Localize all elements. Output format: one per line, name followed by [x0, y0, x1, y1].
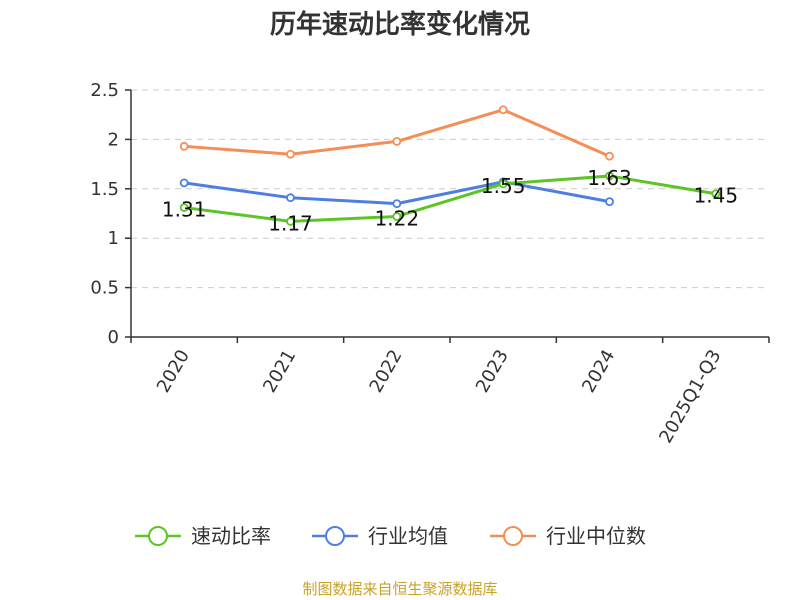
legend-item[interactable]: 速动比率 [135, 524, 271, 548]
y-tick-label: 0.5 [90, 278, 119, 299]
legend-item[interactable]: 行业均值 [312, 524, 448, 548]
grid-layer [131, 89, 769, 289]
data-point[interactable] [605, 151, 614, 161]
data-point[interactable] [286, 217, 295, 226]
series-layer [179, 105, 721, 226]
data-point[interactable] [605, 171, 614, 181]
x-tick-label: 2023 [472, 346, 513, 396]
x-tick-label: 2022 [366, 346, 407, 396]
data-label: 1.45 [694, 184, 739, 208]
data-point[interactable] [498, 179, 508, 189]
x-tick-label: 2020 [153, 346, 194, 396]
legend-marker-icon [503, 526, 523, 546]
legend-label: 行业均值 [368, 524, 448, 548]
data-point[interactable] [392, 199, 402, 209]
data-point[interactable] [286, 193, 295, 203]
data-point[interactable] [392, 136, 402, 146]
data-label: 1.55 [481, 174, 526, 198]
y-tick-label: 2 [108, 129, 119, 150]
data-label-layer: 1.31 1.17 1.22 1.55 1.63 1.45 [162, 166, 738, 235]
chart-title: 历年速动比率变化情况 [270, 9, 530, 40]
legend-marker-icon [148, 526, 168, 546]
legend-item[interactable]: 行业中位数 [490, 524, 646, 548]
legend-marker-icon [325, 526, 345, 546]
y-tick-label: 2.5 [90, 80, 119, 101]
x-tick-label: 2021 [259, 346, 300, 396]
data-label: 1.31 [162, 198, 207, 222]
source-note: 制图数据来自恒生聚源数据库 [302, 580, 497, 598]
data-point[interactable] [392, 212, 402, 221]
legend-label: 行业中位数 [546, 524, 646, 548]
x-tick-label: 2024 [578, 346, 619, 396]
data-label: 1.22 [375, 206, 420, 230]
y-tick-label: 0 [108, 327, 119, 348]
data-point[interactable] [711, 189, 721, 199]
series-line [183, 174, 717, 223]
data-point[interactable] [179, 203, 189, 212]
axis-layer: 0 0.5 1 1.5 2 2.5 2020 2021 2022 2023 2024 2025Q1-Q… [90, 80, 770, 447]
legend-label: 速动比率 [191, 524, 271, 548]
y-tick-label: 1.5 [90, 179, 119, 200]
data-label: 1.17 [268, 211, 313, 235]
y-tick-label: 1 [108, 228, 119, 249]
data-point[interactable] [179, 178, 189, 188]
data-point[interactable] [286, 149, 295, 159]
data-point[interactable] [605, 197, 614, 207]
x-tick-label: 2025Q1-Q3 [655, 346, 725, 447]
data-point[interactable] [498, 105, 508, 115]
data-point[interactable] [179, 141, 189, 151]
data-label: 1.63 [587, 166, 632, 190]
legend[interactable]: 速动比率 行业均值 行业中位数 [135, 524, 646, 548]
series-line [184, 108, 611, 158]
